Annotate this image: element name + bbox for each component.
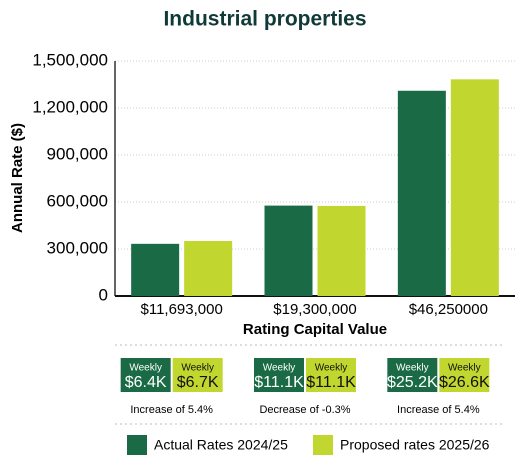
- bar: [184, 241, 233, 296]
- weekly-box: [120, 358, 171, 392]
- bar: [397, 90, 446, 297]
- change-note: Increase of 5.4%: [397, 404, 480, 416]
- weekly-value: $6.7K: [177, 374, 219, 391]
- weekly-label: Weekly: [181, 363, 214, 374]
- legend-swatch: [127, 435, 147, 455]
- weekly-value: $11.1K: [254, 374, 304, 391]
- x-tick-label: $46,250000: [409, 301, 488, 318]
- weekly-box: [387, 358, 438, 392]
- y-axis-label: Annual Rate ($): [9, 123, 26, 233]
- y-tick-label: 900,000: [47, 144, 108, 163]
- x-tick-label: $11,693,000: [141, 301, 223, 318]
- bar: [131, 243, 180, 296]
- y-tick-label: 300,000: [47, 238, 108, 257]
- y-tick-label: 1,200,000: [32, 97, 108, 116]
- bar: [317, 205, 366, 296]
- legend-label: Proposed rates 2025/26: [340, 437, 490, 453]
- weekly-value: $6.4K: [125, 374, 167, 391]
- chart-title: Industrial properties: [163, 8, 366, 31]
- weekly-label: Weekly: [129, 363, 162, 374]
- weekly-label: Weekly: [263, 363, 296, 374]
- weekly-value: $26.6K: [439, 374, 490, 391]
- weekly-value: $25.2K: [387, 374, 438, 391]
- y-tick-label: 1,500,000: [32, 50, 108, 69]
- y-tick-label: 600,000: [47, 191, 108, 210]
- y-tick-label: 0: [99, 285, 108, 304]
- weekly-box: [306, 358, 356, 392]
- weekly-box: [254, 358, 304, 392]
- change-note: Decrease of -0.3%: [259, 404, 350, 416]
- weekly-box: [439, 358, 490, 392]
- x-tick-label: $19,300,000: [273, 301, 356, 318]
- weekly-box: [172, 358, 223, 392]
- bar: [450, 79, 499, 296]
- legend-swatch: [313, 435, 333, 455]
- change-note: Increase of 5.4%: [130, 404, 213, 416]
- legend-label: Actual Rates 2024/25: [154, 437, 288, 453]
- weekly-label: Weekly: [448, 363, 481, 374]
- x-axis-label: Rating Capital Value: [243, 321, 387, 338]
- bar: [264, 205, 313, 296]
- weekly-label: Weekly: [315, 363, 348, 374]
- weekly-value: $11.1K: [306, 374, 356, 391]
- weekly-label: Weekly: [396, 363, 429, 374]
